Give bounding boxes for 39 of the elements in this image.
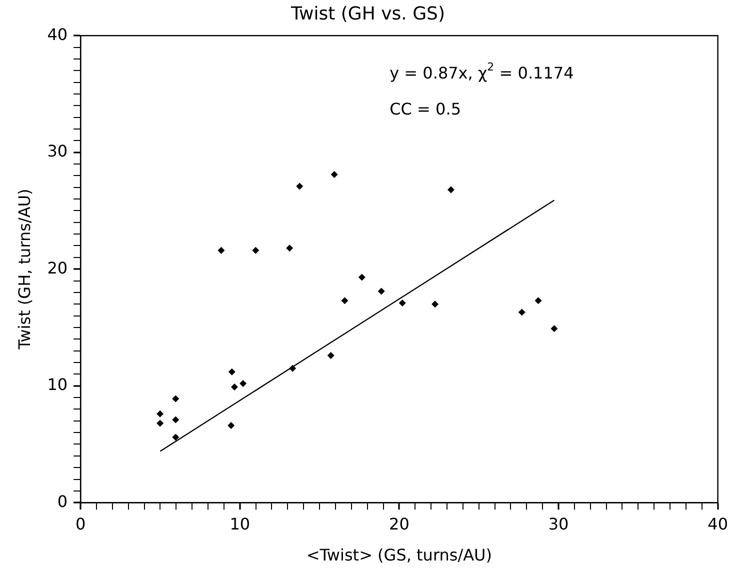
chart-title: Twist (GH vs. GS): [290, 3, 445, 24]
y-tick-label: 40: [47, 24, 68, 44]
point: [240, 380, 247, 388]
point: [230, 384, 238, 391]
point: [330, 171, 338, 178]
x-tick-label: 20: [389, 514, 410, 534]
x-axis-title: <Twist> (GS, turns/AU): [306, 546, 492, 565]
point: [534, 297, 542, 304]
point: [218, 246, 225, 254]
x-tick-label: 30: [548, 514, 569, 534]
point: [378, 288, 385, 295]
point: [550, 325, 558, 332]
point: [398, 299, 406, 306]
point: [172, 416, 180, 424]
x-tick-label: 40: [708, 514, 728, 534]
x-tick-label: 0: [75, 514, 86, 534]
point: [358, 274, 366, 281]
x-tick-label: 10: [230, 514, 250, 534]
point: [341, 297, 348, 304]
point: [172, 434, 180, 441]
point: [447, 186, 454, 194]
point: [156, 410, 164, 418]
point: [296, 182, 304, 190]
point: [228, 368, 236, 376]
annotation: CC = 0.5: [390, 100, 462, 119]
point: [432, 300, 439, 308]
point: [156, 420, 164, 427]
y-axis-title: Twist (GH, turns/AU): [14, 188, 34, 350]
point: [289, 364, 296, 372]
y-tick-label: 10: [47, 375, 68, 394]
y-tick-label: 20: [47, 258, 68, 278]
point: [252, 246, 260, 254]
point: [228, 422, 235, 430]
y-tick-label: 30: [47, 142, 68, 161]
y-tick-label: 0: [57, 492, 68, 511]
point: [172, 395, 180, 402]
point: [518, 308, 526, 316]
point: [286, 244, 294, 252]
point: [327, 352, 334, 359]
